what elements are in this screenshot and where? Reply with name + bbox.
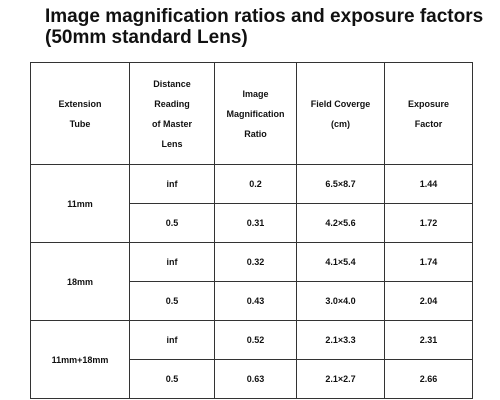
header-line: Tube: [69, 118, 91, 129]
row: 18mm inf 0.32 4.1×5.4 1.74: [30, 242, 473, 321]
title: Image magnification ratios and exposure …: [45, 6, 483, 48]
cell: 0.2: [214, 164, 297, 204]
header-cell: Extension Tube: [30, 62, 130, 165]
header-line: Image: [242, 88, 269, 99]
header-line: Distance: [153, 78, 191, 89]
table: Extension Tube Distance Reading of Master Len…: [30, 62, 473, 399]
header-row: Extension Tube Distance Reading of Master Len…: [30, 62, 473, 165]
tube-cell: 11mm+18mm: [30, 320, 130, 399]
cell: 1.72: [384, 203, 473, 243]
row: 11mm inf 0.2 6.5×8.7 1.44: [30, 164, 473, 243]
tube-cell: 18mm: [30, 242, 130, 321]
row: 0.5 0.63 2.1×2.7 2.66: [31, 359, 473, 399]
cell: 2.66: [384, 359, 473, 399]
cell: 0.31: [214, 203, 297, 243]
cell: 4.2×5.6: [296, 203, 385, 243]
cell: 3.0×4.0: [296, 281, 385, 321]
cell: 2.1×3.3: [296, 320, 385, 360]
cell: 0.32: [214, 242, 297, 282]
cell: 6.5×8.7: [296, 164, 385, 204]
header-line: (cm): [330, 118, 350, 129]
cell: 2.31: [384, 320, 473, 360]
header-line: Ratio: [244, 128, 267, 139]
header-cell: Distance Reading of Master Lens: [129, 62, 215, 165]
cell: 2.04: [384, 281, 473, 321]
cell: inf: [129, 242, 215, 282]
tube-cell: 11mm: [30, 164, 130, 243]
cell: 4.1×5.4: [296, 242, 385, 282]
header-line: Reading: [154, 98, 190, 109]
header-cell: Field Coverge (cm): [296, 62, 385, 165]
cell: 2.1×2.7: [296, 359, 385, 399]
cell: 0.5: [129, 281, 215, 321]
cell: 0.5: [129, 359, 215, 399]
header-cell: Exposure Factor: [384, 62, 473, 165]
header-line: of Master: [151, 118, 192, 129]
title-line: Image magnification ratios and exposure …: [45, 6, 484, 27]
row: 0.5 0.31 4.2×5.6 1.72: [31, 203, 473, 243]
title-line: (50mm standard Lens): [45, 27, 248, 48]
cell: 0.63: [214, 359, 297, 399]
cell: 1.44: [384, 164, 473, 204]
header-line: Lens: [161, 138, 183, 149]
header-line: Factor: [414, 118, 443, 129]
header-cell: Image Magnification Ratio: [214, 62, 297, 165]
header-line: Exposure: [407, 98, 449, 109]
cell: 0.43: [214, 281, 297, 321]
cell: 1.74: [384, 242, 473, 282]
header-line: Magnification: [226, 108, 285, 119]
cell: inf: [129, 164, 215, 204]
cell: 0.5: [129, 203, 215, 243]
cell: inf: [129, 320, 215, 360]
row: 11mm+18mm inf 0.52 2.1×3.3 2.31: [30, 320, 473, 399]
header-line: Extension: [58, 98, 102, 109]
header-line: Field Coverge: [310, 98, 371, 109]
cell: 0.52: [214, 320, 297, 360]
